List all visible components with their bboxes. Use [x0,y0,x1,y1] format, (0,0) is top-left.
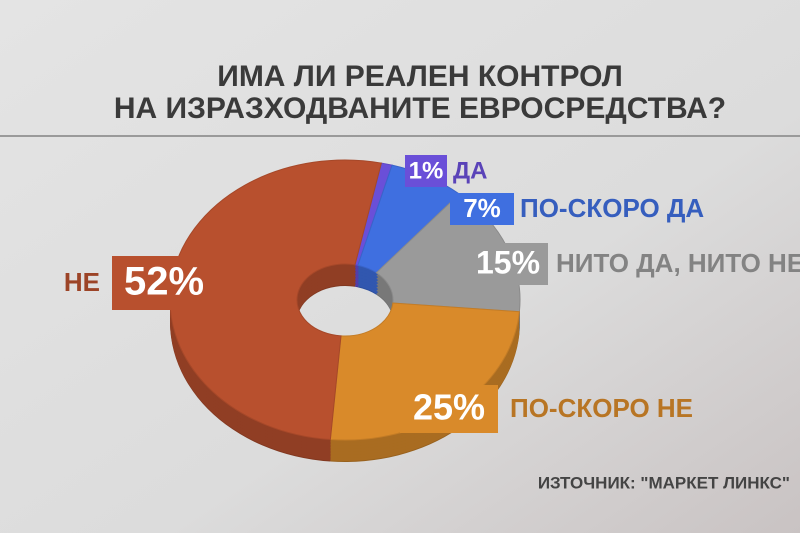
value-label: 52% [124,260,204,304]
value-label: 15% [476,244,540,280]
category-label: ПО-СКОРО ДА [520,193,704,223]
value-label-box [112,256,216,310]
category-label: ДА [453,157,487,184]
value-label: 7% [463,193,501,223]
value-label-box [400,385,498,433]
value-label-box [405,155,447,187]
value-label-box [450,193,514,225]
value-label: 25% [413,387,485,428]
category-label: НИТО ДА, НИТО НЕ [556,248,800,278]
chart-title: ИМА ЛИ РЕАЛЕН КОНТРОЛ [217,60,623,93]
chart-title: НА ИЗРАЗХОДВАНИТЕ ЕВРОСРЕДСТВА? [114,92,726,125]
slice [169,159,383,441]
category-label: НЕ [64,267,100,297]
slice [329,302,520,441]
value-label: 1% [409,157,444,184]
value-label-box [468,243,548,285]
category-label: ПО-СКОРО НЕ [510,393,693,423]
source: ИЗТОЧНИК: "МАРКЕТ ЛИНКС" [538,473,790,492]
